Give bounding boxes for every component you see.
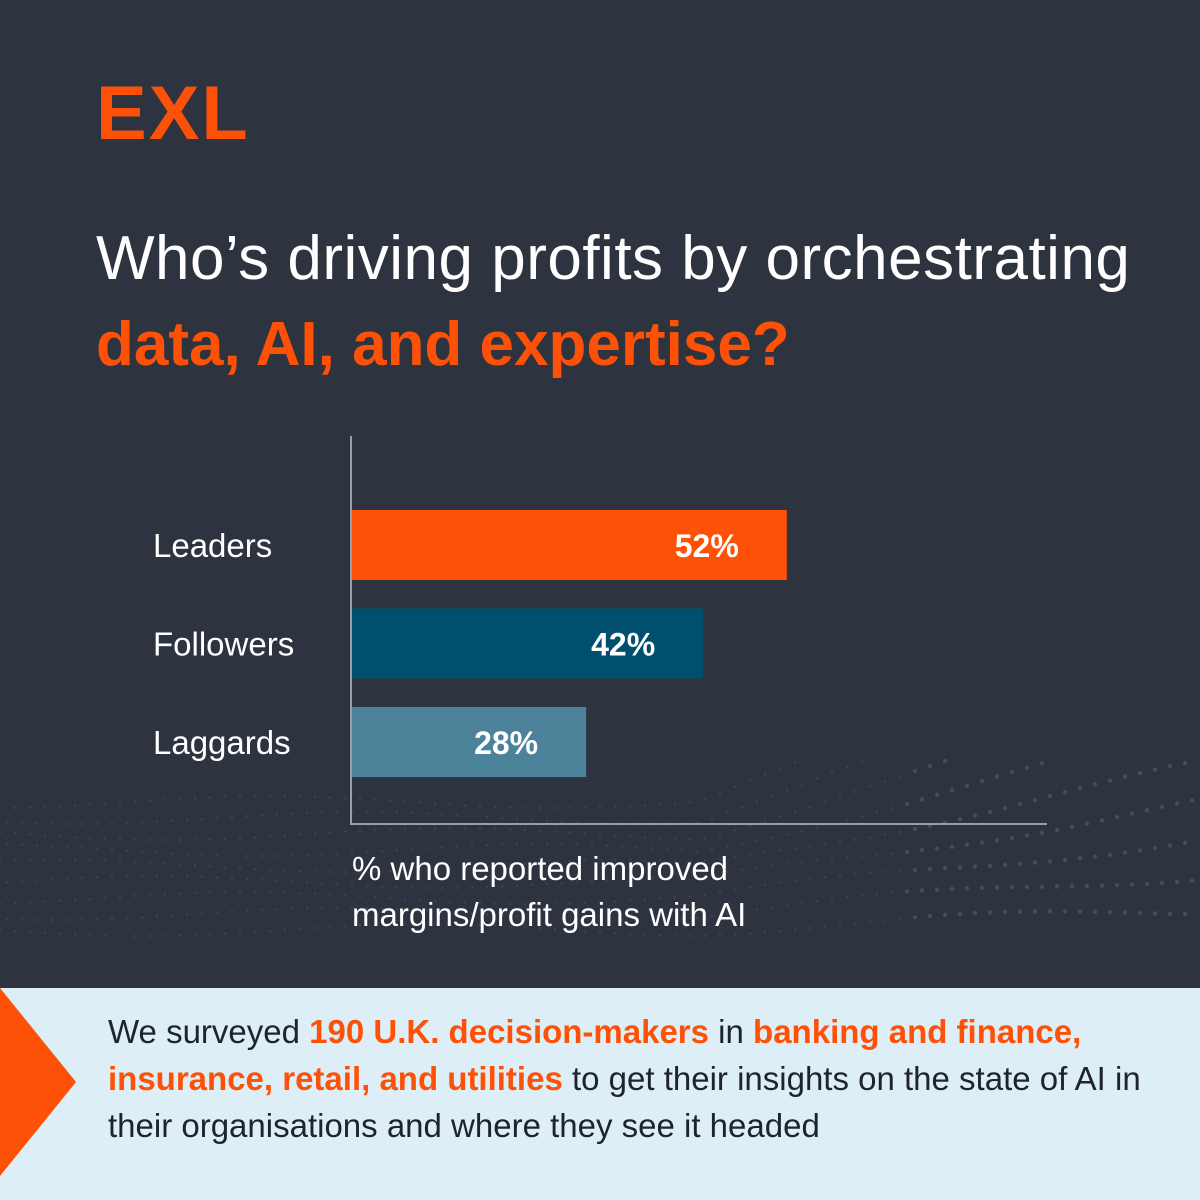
category-label-laggards: Laggards [153,724,291,761]
value-label-laggards: 28% [474,725,538,761]
caption-line-2: margins/profit gains with AI [352,896,747,933]
survey-text-2: in [709,1013,754,1050]
footer-panel: We surveyed 190 U.K. decision-makers in … [0,988,1200,1200]
survey-text-1: We surveyed [108,1013,310,1050]
survey-description: We surveyed 190 U.K. decision-makers in … [108,1008,1168,1149]
value-label-leaders: 52% [675,528,739,564]
value-label-followers: 42% [591,627,655,663]
exl-logo: EXL [96,71,250,156]
bars-group: Leaders 52% Followers 42% Laggards 28% [153,510,787,777]
bar-chart: Leaders 52% Followers 42% Laggards 28% [153,436,1047,825]
category-label-leaders: Leaders [153,527,272,564]
caption-line-1: % who reported improved [352,850,729,887]
dot-pattern-background [0,758,1195,938]
headline-line-2-highlight: data, AI, and expertise? [96,310,790,379]
bar-leaders [352,510,787,580]
chart-caption: % who reported improved margins/profit g… [352,846,912,938]
headline: Who’s driving profits by orchestrating d… [96,216,1176,388]
survey-text-3: to get their insights on the state of AI… [108,1060,1141,1144]
orange-arrow-accent [0,988,76,1176]
bar-laggards [352,707,587,777]
survey-highlight-respondents: 190 U.K. decision-makers [309,1013,710,1050]
bar-followers [352,608,704,679]
category-label-followers: Followers [153,626,294,663]
headline-line-1: Who’s driving profits by orchestrating [96,224,1131,293]
survey-highlight-industries: banking and finance, insurance, retail, … [108,1013,1082,1097]
